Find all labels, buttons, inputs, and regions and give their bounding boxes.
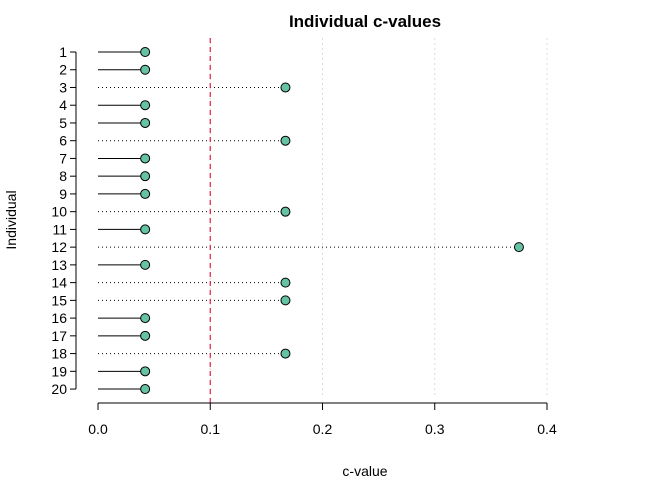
point-6	[280, 135, 291, 146]
point-3	[280, 82, 291, 93]
y-tick-label: 10	[51, 204, 67, 220]
point-12	[513, 242, 524, 253]
point-1	[140, 47, 151, 57]
y-tick-label: 6	[59, 133, 67, 149]
point-16	[140, 313, 151, 324]
x-tick-label: 0.2	[313, 421, 333, 437]
point-18	[280, 348, 291, 359]
y-tick-label: 5	[59, 115, 67, 131]
y-tick-label: 13	[51, 257, 67, 273]
y-tick-label: 17	[51, 328, 67, 344]
y-tick-label: 12	[51, 239, 67, 255]
y-tick-label: 16	[51, 310, 67, 326]
grid-lines	[209, 38, 548, 395]
point-11	[140, 224, 151, 235]
point-2	[140, 64, 151, 75]
y-tick-label: 15	[51, 292, 67, 308]
y-axis-label: Individual	[3, 190, 19, 249]
point-5	[140, 117, 151, 128]
point-13	[140, 259, 151, 270]
point-8	[140, 171, 151, 182]
y-tick-label: 3	[59, 79, 67, 95]
point-19	[140, 366, 151, 377]
x-axis: 0.0 0.1 0.2 0.3 0.4	[88, 402, 557, 437]
point-14	[280, 277, 291, 288]
chart-title: Individual c-values	[289, 12, 441, 31]
y-tick-label: 19	[51, 363, 67, 379]
y-tick-label: 18	[51, 346, 67, 362]
y-tick-label: 1	[59, 44, 67, 60]
lollipop-stems	[98, 51, 519, 390]
y-tick-label: 9	[59, 186, 67, 202]
point-10	[280, 206, 291, 217]
x-tick-label: 0.4	[537, 421, 557, 437]
x-tick-label: 0.3	[425, 421, 445, 437]
point-17	[140, 330, 151, 341]
y-tick-label: 20	[51, 381, 67, 397]
y-tick-label: 14	[51, 275, 67, 291]
y-tick-label: 4	[59, 97, 67, 113]
y-tick-label: 11	[52, 221, 67, 237]
point-15	[280, 295, 291, 306]
point-4	[140, 100, 151, 111]
y-tick-label: 2	[59, 62, 67, 78]
x-tick-label: 0.1	[201, 421, 221, 437]
x-tick-label: 0.0	[88, 421, 108, 437]
y-tick-label: 7	[59, 150, 67, 166]
point-7	[140, 153, 151, 164]
point-20	[140, 384, 151, 395]
point-9	[140, 188, 151, 199]
data-points	[140, 47, 524, 395]
x-axis-label: c-value	[342, 463, 387, 479]
y-tick-label: 8	[59, 168, 67, 184]
